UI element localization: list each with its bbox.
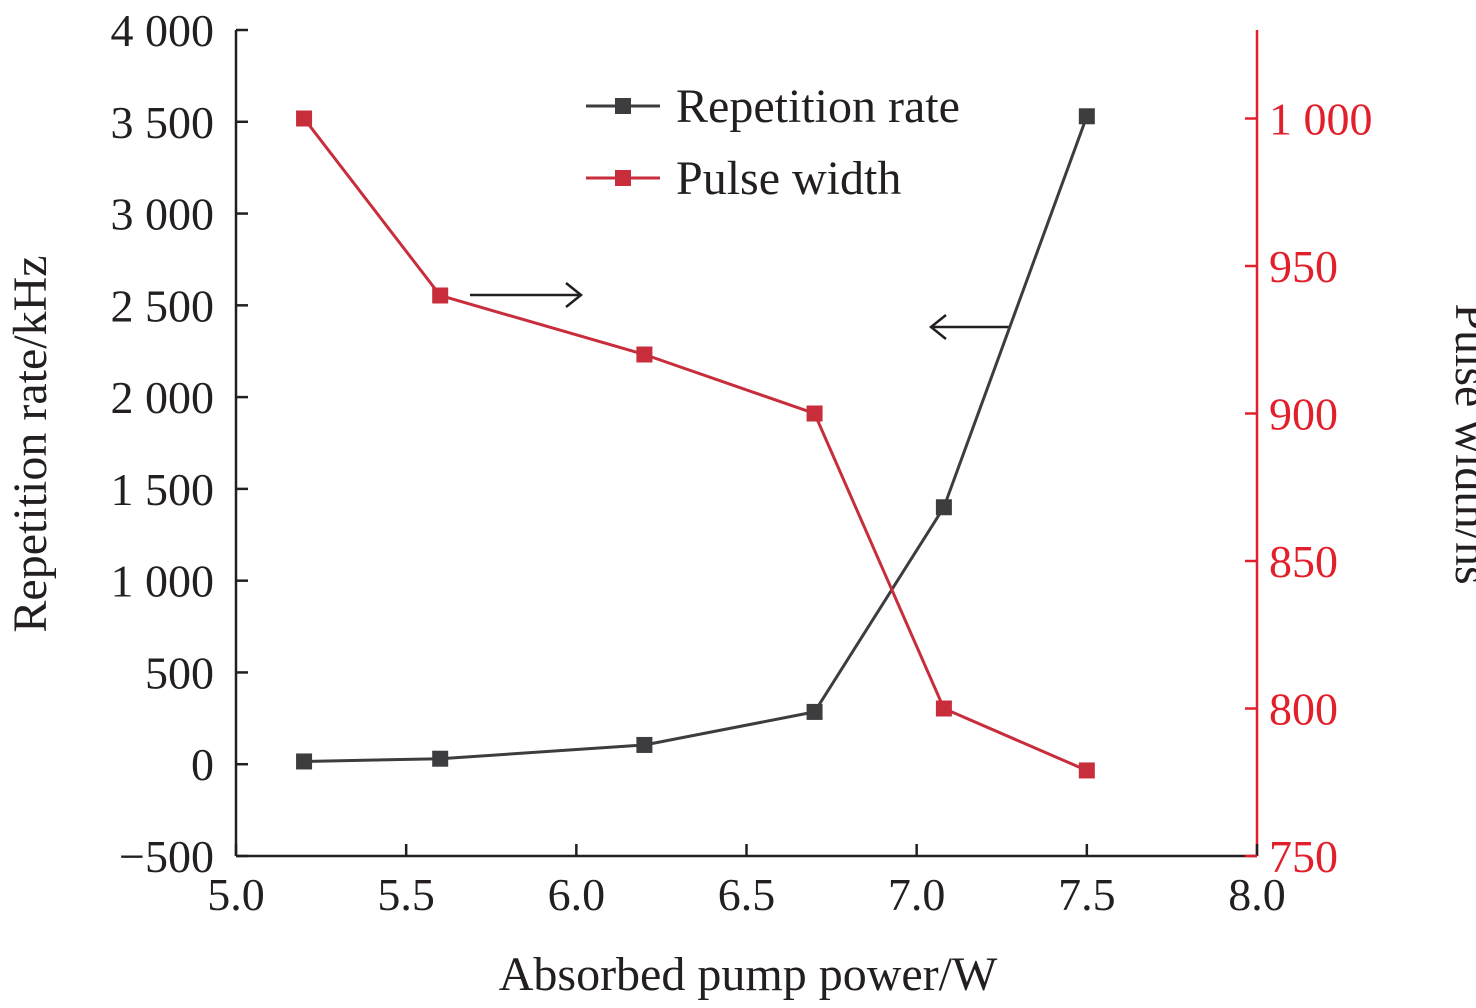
y-axis-left-label: Repetition rate/kHz (4, 255, 57, 632)
pulse-width-marker (806, 405, 823, 422)
y-right-tick-label: 1 000 (1269, 94, 1373, 145)
repetition-rate-marker (432, 750, 449, 767)
legend-label-repetition-rate: Repetition rate (676, 80, 960, 133)
x-tick-label: 6.5 (718, 869, 776, 920)
y-left-tick-label: 4 000 (111, 5, 215, 56)
y-right-tick-label: 750 (1269, 831, 1338, 882)
x-tick-label: 7.0 (888, 869, 946, 920)
repetition-rate-marker (806, 703, 823, 720)
x-tick-label: 6.0 (548, 869, 606, 920)
x-tick-label: 5.5 (377, 869, 435, 920)
repetition-rate-marker (1078, 108, 1095, 125)
annotations (470, 282, 1010, 340)
legend-marker-repetition-rate (615, 98, 631, 114)
series (296, 108, 1095, 779)
y-right-tick-label: 950 (1269, 241, 1338, 292)
repetition-rate-marker (636, 736, 653, 753)
ticks: 5.0 5.5 6.0 6.5 7.0 7.5 8.0 −500 0 500 1 000 1 500 2… (111, 5, 1373, 920)
y-left-tick-label: 1 000 (111, 556, 215, 607)
y-left-tick-label: 500 (145, 647, 214, 698)
y-right-tick-label: 850 (1269, 536, 1338, 587)
repetition-rate-marker (296, 753, 313, 770)
y-left-tick-label: 2 000 (111, 372, 215, 423)
y-right-tick-label: 800 (1269, 684, 1338, 735)
y-right-tick-label: 900 (1269, 389, 1338, 440)
y-left-tick-label: 0 (191, 739, 214, 790)
y-left-tick-label: −500 (119, 831, 214, 882)
arrow-left-head (928, 314, 947, 340)
pulse-width-marker (636, 346, 653, 363)
repetition-rate-marker (935, 499, 952, 516)
x-tick-label: 7.5 (1058, 869, 1116, 920)
series-line-repetition-rate (304, 115, 1089, 763)
x-tick-label: 8.0 (1228, 869, 1286, 920)
pulse-width-marker (296, 110, 313, 127)
pulse-width-marker (1078, 762, 1095, 779)
y-left-tick-label: 3 000 (111, 189, 215, 240)
pulse-width-marker (935, 700, 952, 717)
series-line-pulse-width (302, 117, 1088, 772)
x-tick-label: 5.0 (207, 869, 265, 920)
y-left-tick-label: 1 500 (111, 464, 215, 515)
legend-marker-pulse-width (615, 170, 631, 186)
y-left-tick-label: 3 500 (111, 97, 215, 148)
y-axis-right-label: Pulse width/ns (1445, 303, 1476, 584)
legend: Repetition rate Pulse width (586, 80, 960, 205)
legend-label-pulse-width: Pulse width (676, 152, 901, 205)
x-axis-label: Absorbed pump power/W (499, 948, 998, 1001)
arrow-right-head (565, 282, 584, 308)
y-left-tick-label: 2 500 (111, 280, 215, 331)
pulse-width-marker (432, 287, 449, 304)
